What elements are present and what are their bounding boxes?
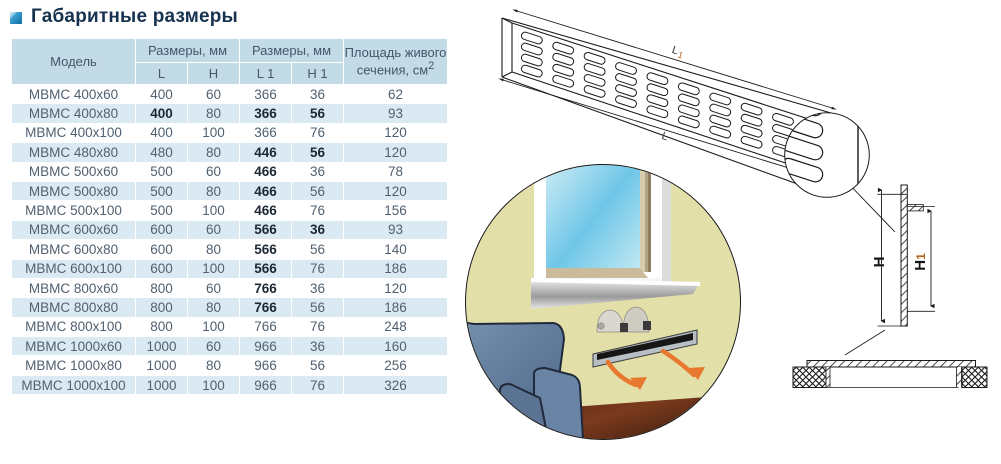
svg-text:H1: H1: [912, 253, 929, 271]
svg-text:H: H: [871, 257, 888, 268]
